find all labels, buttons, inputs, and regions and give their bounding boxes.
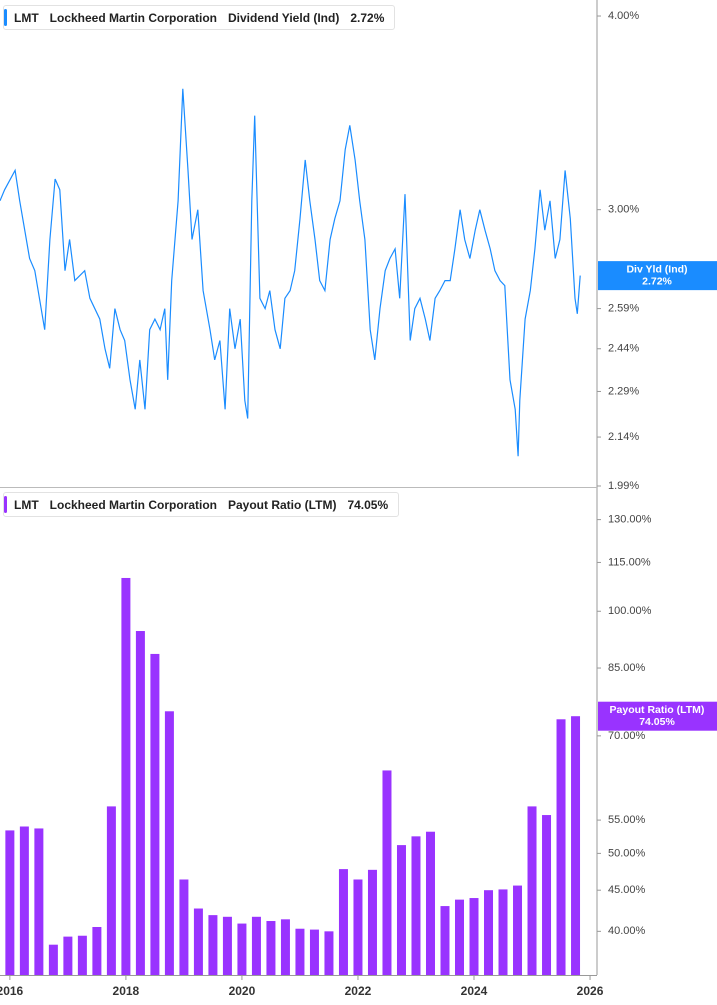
ticker: LMT [14,497,39,512]
bar [396,845,406,975]
bar [19,826,29,975]
x-tick-label: 2020 [229,984,256,998]
line [0,88,581,457]
bar [367,869,377,975]
y-tick-label: 2.44% [608,343,639,355]
bar [150,653,160,975]
x-tick-label: 2026 [577,984,604,998]
bar [266,921,276,975]
x-tick-label: 2022 [345,984,372,998]
bar [338,869,348,975]
bar [440,906,450,975]
metric: Dividend Yield (Ind) [228,10,340,25]
x-tick-label: 2024 [461,984,488,998]
bar [135,631,145,975]
bar [63,936,73,975]
bar [222,916,232,975]
y-tick-label: 50.00% [608,847,646,859]
bar [484,890,494,975]
y-tick-label: 1.99% [608,480,639,492]
y-tick-label: 4.00% [608,10,639,22]
bar [411,836,421,975]
bar [556,719,566,975]
value-tag-label: Div Yld (Ind) [626,263,687,275]
ticker: LMT [14,10,39,25]
bar [571,716,581,975]
y-tick-label: 3.00% [608,204,639,216]
y-tick-label: 40.00% [608,925,646,937]
bar [193,908,203,975]
value-label: 2.72% [350,10,385,25]
bar [48,944,58,975]
y-tick-label: 2.59% [608,302,639,314]
company: Lockheed Martin Corporation [49,10,217,25]
value-tag-label: Payout Ratio (LTM) [610,704,705,716]
bar [309,929,319,975]
y-tick-label: 115.00% [608,556,651,568]
value-label: 74.05% [347,497,389,512]
y-tick-label: 2.14% [608,431,639,443]
bar [527,806,537,975]
bar [513,885,523,975]
bar [5,830,15,975]
bar [208,915,218,975]
bar [34,828,44,975]
value-tag [598,701,717,731]
bar [382,770,392,975]
bar [121,577,131,975]
legend-header: LMT Lockheed Martin Corporation Payout R… [3,492,400,517]
company: Lockheed Martin Corporation [49,497,217,512]
x-tick-label: 2016 [0,984,24,998]
y-tick-label: 130.00% [608,514,652,526]
bar [454,899,464,975]
bar [92,926,102,975]
value-tag-value: 74.05% [639,716,675,728]
bar [353,879,363,975]
bar [251,916,261,975]
bar [280,919,290,975]
y-tick-label: 100.00% [608,605,652,617]
value-tag [598,261,717,291]
bar [237,923,247,975]
bar [106,806,116,975]
y-tick-label: 70.00% [608,730,646,742]
bar [77,935,87,975]
metric: Payout Ratio (LTM) [228,497,337,512]
y-tick-label: 45.00% [608,884,646,896]
legend-swatch [4,9,7,26]
legend-header: LMT Lockheed Martin Corporation Dividend… [3,5,396,30]
y-tick-label: 55.00% [608,814,646,826]
y-tick-label: 85.00% [608,662,646,674]
bar [542,815,552,975]
bar [164,711,174,975]
bar [295,928,305,975]
value-tag-value: 2.72% [642,275,672,287]
bar [469,898,479,975]
bar [324,931,334,975]
bar [498,889,508,975]
bar [179,879,189,975]
bar [425,831,435,975]
y-tick-label: 2.29% [608,385,639,397]
legend-swatch [4,496,7,513]
x-tick-label: 2018 [113,984,140,998]
